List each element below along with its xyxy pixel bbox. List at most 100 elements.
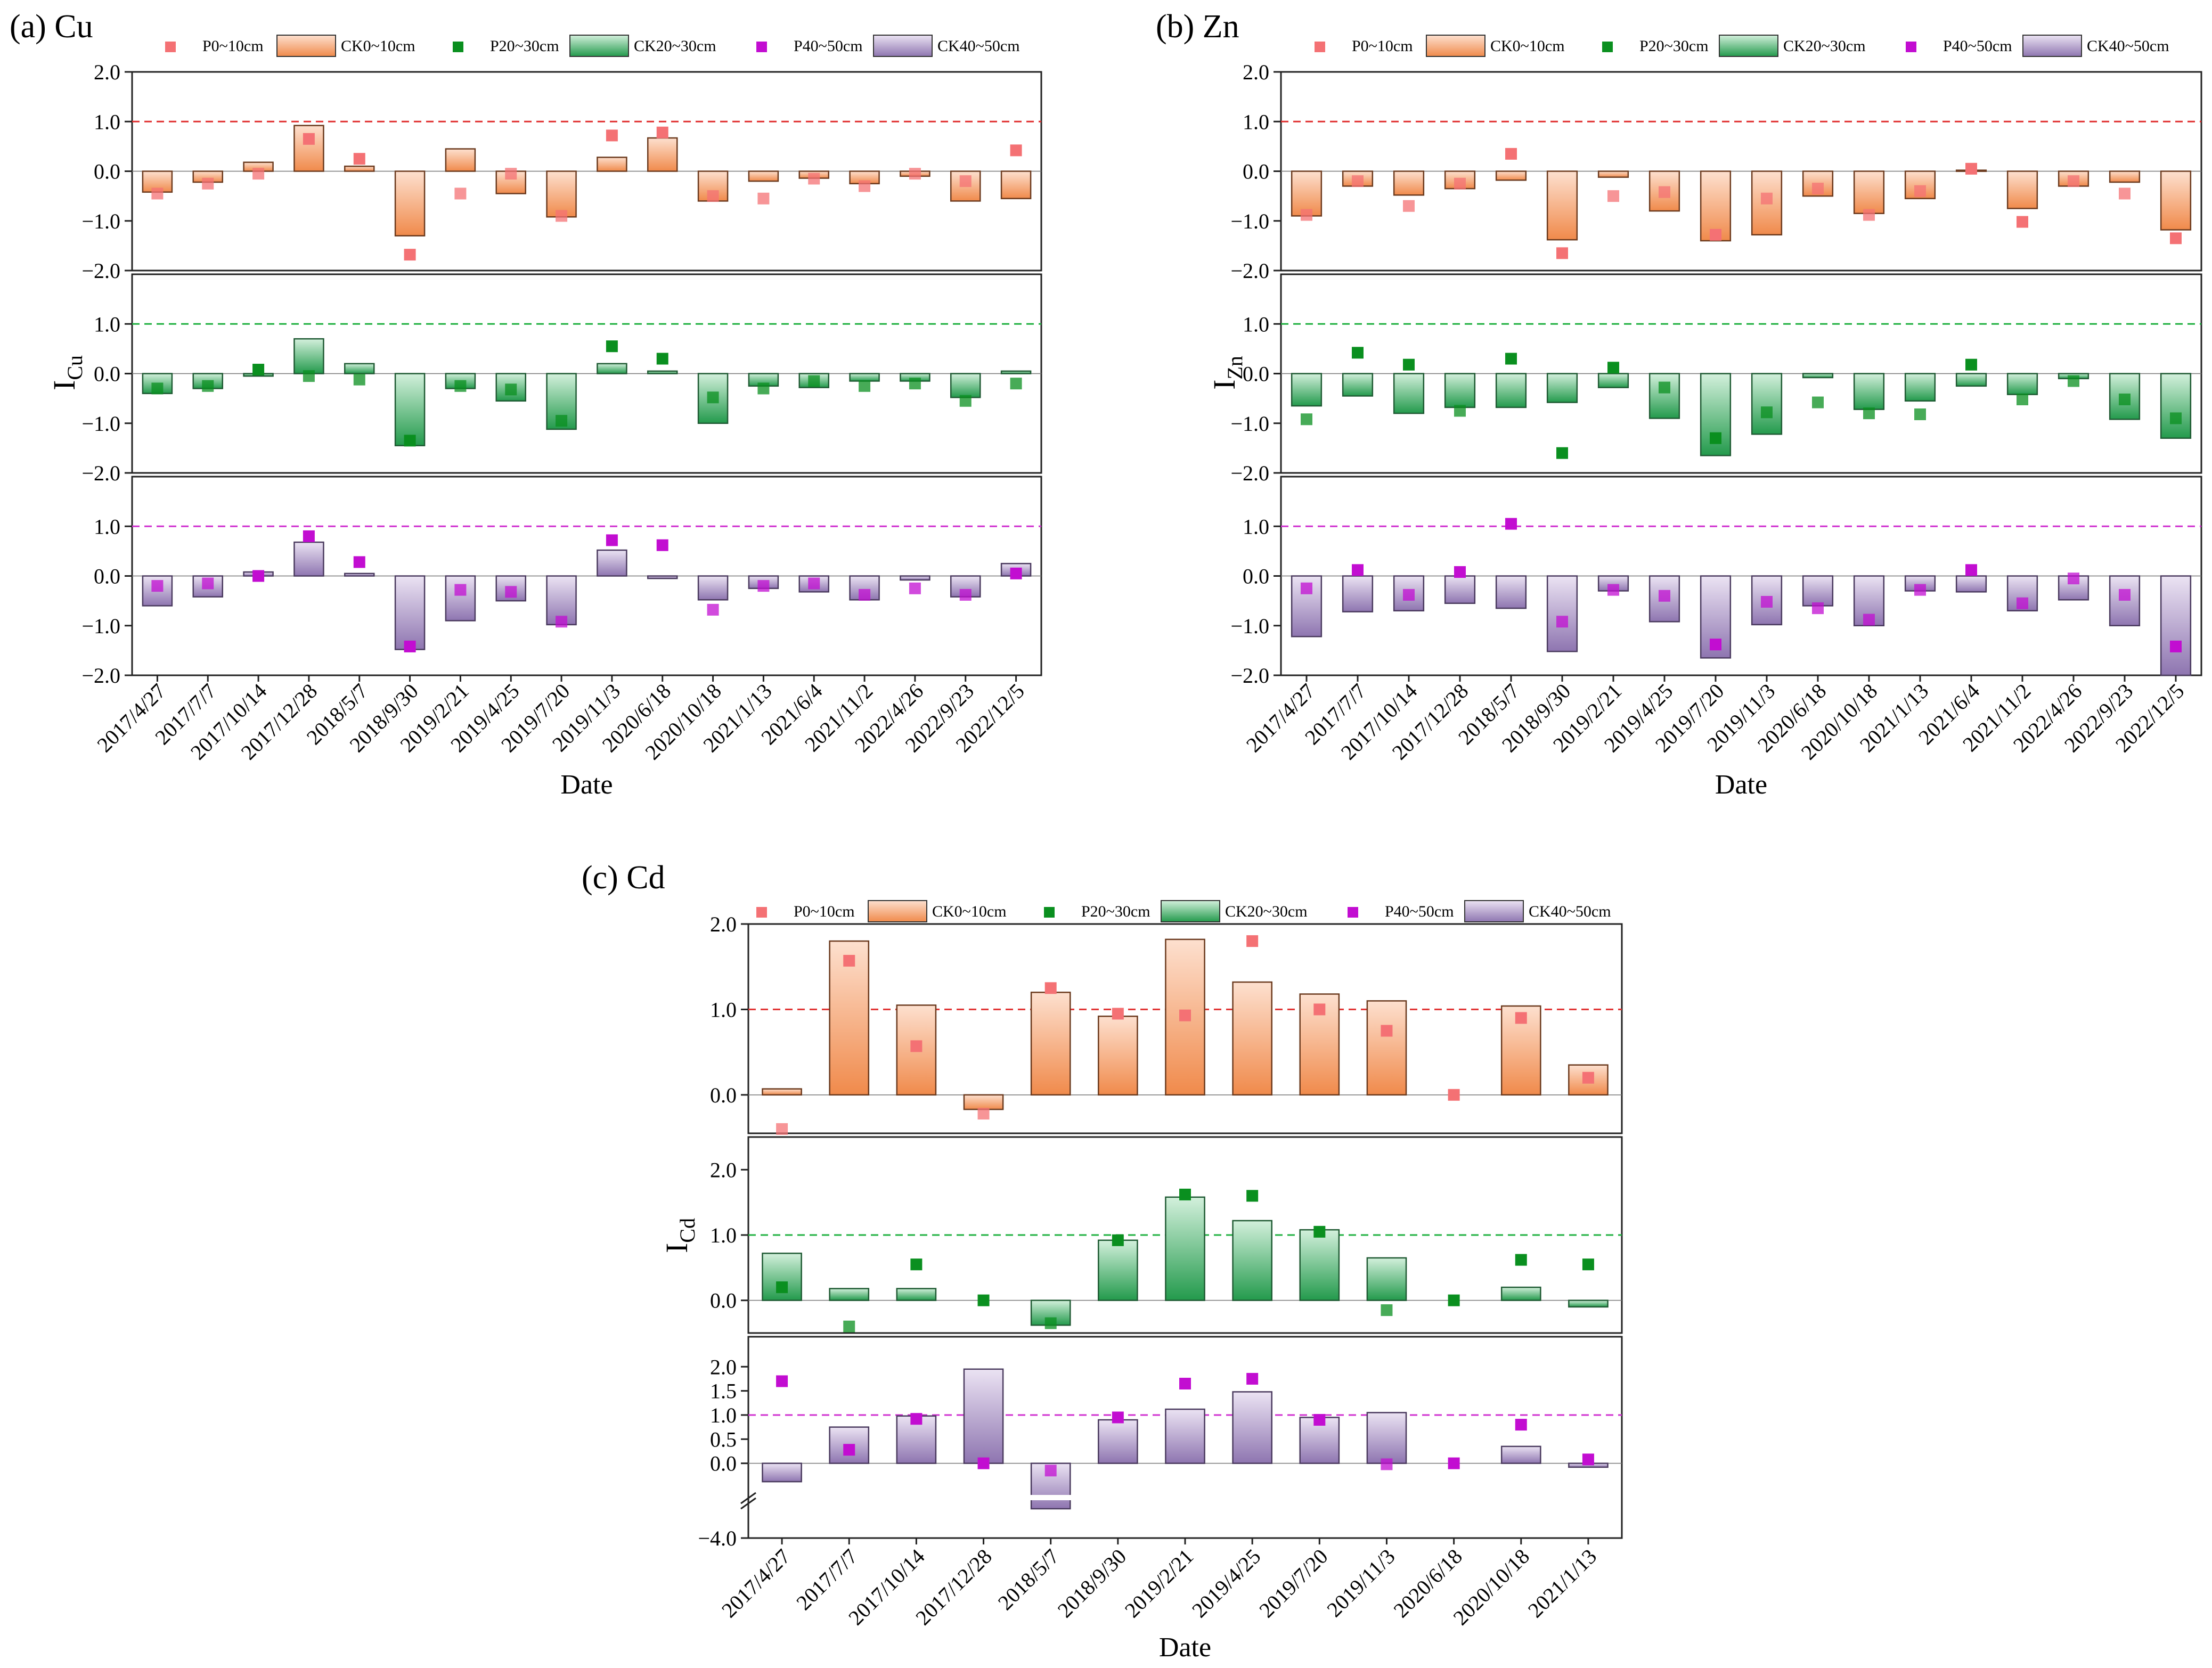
marker-P-20~30cm bbox=[2017, 393, 2028, 405]
legend-label-CK40: CK40~50cm bbox=[937, 37, 1020, 55]
x-tick-label: 2017/4/27 bbox=[717, 1544, 795, 1623]
legend-swatch-CK40 bbox=[873, 35, 933, 57]
marker-P-0~10cm bbox=[977, 1108, 990, 1120]
marker-P-20~30cm bbox=[1914, 408, 1926, 420]
legend-marker-P40 bbox=[756, 42, 767, 52]
bar-CK-20~30cm bbox=[1366, 1257, 1407, 1301]
y-tick-label: −2.0 bbox=[81, 664, 120, 688]
bar-CK-40~50cm bbox=[394, 575, 426, 650]
marker-P-0~10cm bbox=[1965, 162, 1977, 175]
bar-CK-20~30cm bbox=[2160, 373, 2192, 439]
legend-swatch-CK40 bbox=[1464, 900, 1524, 922]
marker-P-20~30cm bbox=[1812, 396, 1824, 408]
marker-P-20~30cm bbox=[454, 380, 467, 392]
legend-label-P0: P0~10cm bbox=[1352, 37, 1413, 55]
marker-P-40~50cm bbox=[1863, 614, 1875, 626]
marker-P-20~30cm bbox=[1313, 1225, 1326, 1238]
bar-CK-40~50cm bbox=[1500, 1445, 1541, 1464]
marker-P-20~30cm bbox=[859, 380, 871, 392]
marker-P-40~50cm bbox=[1965, 564, 1977, 576]
marker-P-0~10cm bbox=[1515, 1012, 1527, 1024]
bar-CK-0~10cm bbox=[1597, 170, 1629, 178]
x-tick-label: 2019/11/3 bbox=[1322, 1544, 1399, 1622]
y-tick-label: 2.0 bbox=[710, 912, 737, 936]
marker-P-40~50cm bbox=[843, 1444, 855, 1456]
y-tick-label: 0.0 bbox=[1243, 565, 1269, 588]
y-tick-label: 0.0 bbox=[710, 1083, 737, 1107]
bar-CK-40~50cm bbox=[1802, 575, 1834, 607]
y-tick-label: −2.0 bbox=[1230, 259, 1269, 283]
bar-CK-0~10cm bbox=[445, 148, 476, 172]
bar-CK-0~10cm bbox=[829, 940, 870, 1096]
marker-P-0~10cm bbox=[1179, 1009, 1191, 1021]
bar-CK-0~10cm bbox=[1030, 992, 1071, 1096]
marker-P-20~30cm bbox=[843, 1320, 855, 1332]
marker-P-0~10cm bbox=[707, 190, 719, 202]
y-tick-label: −2.0 bbox=[1230, 461, 1269, 485]
marker-P-0~10cm bbox=[959, 175, 972, 187]
y-tick-label: −1.0 bbox=[1230, 412, 1269, 436]
bar-CK-0~10cm bbox=[1393, 170, 1425, 196]
marker-P-0~10cm bbox=[1352, 175, 1364, 187]
legend-swatch-CK0 bbox=[868, 900, 927, 922]
y-tick-label: 1.0 bbox=[710, 997, 737, 1021]
bar-CK-40~50cm bbox=[1165, 1408, 1205, 1464]
marker-P-0~10cm bbox=[859, 180, 871, 192]
marker-P-0~10cm bbox=[303, 133, 315, 145]
marker-P-20~30cm bbox=[1044, 1317, 1057, 1329]
marker-P-40~50cm bbox=[1812, 602, 1824, 615]
marker-P-0~10cm bbox=[1505, 148, 1517, 160]
marker-P-40~50cm bbox=[202, 577, 214, 590]
marker-P-40~50cm bbox=[1179, 1378, 1191, 1390]
bar-CK-0~10cm bbox=[2160, 170, 2192, 231]
bar-CK-20~30cm bbox=[1495, 373, 1527, 408]
marker-P-40~50cm bbox=[303, 530, 315, 542]
y-tick-label: −1.0 bbox=[1230, 614, 1269, 638]
marker-P-20~30cm bbox=[1761, 406, 1773, 419]
bar-CK-20~30cm bbox=[597, 363, 627, 374]
bar-CK-40~50cm bbox=[1098, 1419, 1138, 1464]
legend-label-P0: P0~10cm bbox=[794, 903, 855, 920]
legend-label-CK20: CK20~30cm bbox=[1225, 903, 1308, 920]
bar-CK-20~30cm bbox=[950, 373, 981, 398]
marker-P-0~10cm bbox=[808, 173, 820, 185]
bar-CK-0~10cm bbox=[1366, 1000, 1407, 1096]
bar-CK-40~50cm bbox=[2109, 575, 2141, 626]
marker-P-40~50cm bbox=[1505, 518, 1517, 530]
bar-CK-0~10cm bbox=[293, 125, 324, 172]
bar-CK-20~30cm bbox=[1546, 373, 1578, 403]
marker-P-20~30cm bbox=[353, 373, 365, 386]
y-tick-label: 0.0 bbox=[94, 565, 120, 588]
plot-area: 2.0 1.0 0.0 −1.0 −2.0 1.0 0.0 −1.0 −2.0 1.0 0.0 −1.… bbox=[81, 60, 1042, 764]
marker-P-40~50cm bbox=[2017, 597, 2028, 609]
marker-P-0~10cm bbox=[1454, 177, 1466, 190]
bar-CK-0~10cm bbox=[1495, 170, 1527, 181]
marker-P-20~30cm bbox=[556, 415, 568, 427]
marker-P-0~10cm bbox=[2170, 232, 2182, 244]
y-axis-label: ICd bbox=[659, 1218, 699, 1253]
marker-P-20~30cm bbox=[252, 364, 265, 376]
legend-marker-P0 bbox=[756, 907, 767, 918]
marker-P-40~50cm bbox=[656, 539, 668, 551]
legend-swatch-CK20 bbox=[1161, 900, 1220, 922]
marker-P-20~30cm bbox=[959, 395, 972, 407]
y-tick-label: 1.0 bbox=[1243, 514, 1269, 538]
marker-P-0~10cm bbox=[252, 168, 265, 180]
marker-P-0~10cm bbox=[1010, 144, 1022, 157]
x-tick-label: 2021/1/13 bbox=[1523, 1544, 1602, 1623]
y-tick-label: −1.0 bbox=[81, 209, 120, 233]
marker-P-40~50cm bbox=[1454, 566, 1466, 578]
marker-P-40~50cm bbox=[808, 577, 820, 590]
marker-P-20~30cm bbox=[1582, 1258, 1594, 1271]
marker-P-0~10cm bbox=[910, 1040, 923, 1052]
chart-title: (a) Cu bbox=[10, 9, 93, 45]
marker-P-40~50cm bbox=[1112, 1411, 1124, 1424]
marker-P-20~30cm bbox=[303, 370, 315, 382]
y-tick-label: −1.0 bbox=[81, 412, 120, 436]
marker-P-40~50cm bbox=[2068, 573, 2079, 585]
y-tick-label: −1.0 bbox=[81, 614, 120, 638]
bar-CK-40~50cm bbox=[1342, 575, 1374, 612]
marker-P-0~10cm bbox=[606, 129, 618, 142]
bar-CK-20~30cm bbox=[1597, 373, 1629, 388]
legend-label-P20: P20~30cm bbox=[1639, 37, 1709, 55]
